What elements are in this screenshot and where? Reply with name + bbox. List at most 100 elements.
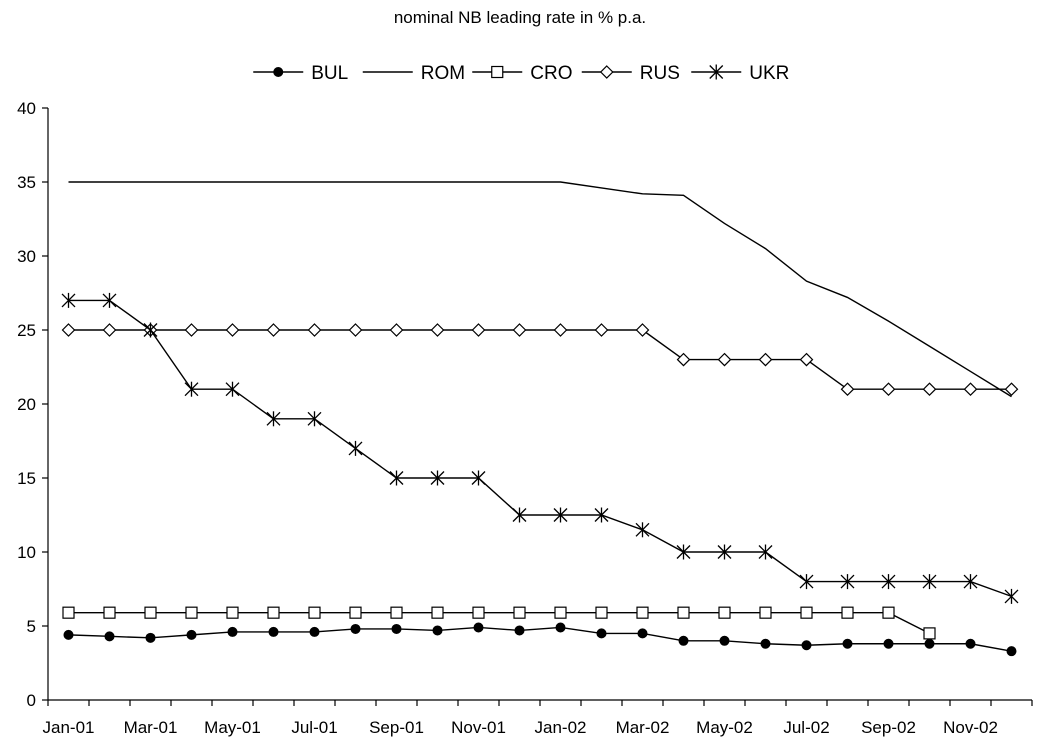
data-point-bul <box>965 638 976 649</box>
data-point-cro <box>226 606 239 619</box>
x-tick-label: May-02 <box>696 718 753 737</box>
legend-label: ROM <box>421 63 465 84</box>
data-point-bul <box>637 628 648 639</box>
data-point-ukr <box>512 507 527 523</box>
data-point-ukr <box>594 507 609 523</box>
data-point-cro <box>882 606 895 619</box>
data-point-bul <box>227 626 238 637</box>
data-point-cro <box>513 606 526 619</box>
data-point-rus <box>881 382 896 397</box>
legend-marker <box>709 64 724 80</box>
data-point-bul <box>391 623 402 634</box>
data-point-rus <box>102 323 117 337</box>
legend-item-cro: CRO <box>472 63 572 84</box>
y-tick-label: 40 <box>17 99 36 118</box>
data-point-bul <box>473 622 484 633</box>
data-point-cro <box>800 606 813 619</box>
data-point-bul <box>555 622 566 633</box>
legend-label: UKR <box>749 63 789 84</box>
x-tick-label: May-01 <box>204 718 261 737</box>
data-point-cro <box>431 606 444 619</box>
data-point-bul <box>719 635 730 646</box>
data-point-rus <box>266 323 281 337</box>
data-point-rus <box>225 323 240 337</box>
data-point-bul <box>883 638 894 649</box>
data-point-rus <box>389 323 404 337</box>
data-point-rus <box>61 323 76 337</box>
data-point-bul <box>801 640 812 651</box>
data-point-bul <box>924 638 935 649</box>
data-point-cro <box>267 606 280 619</box>
data-point-ukr <box>758 544 773 560</box>
legend-label: CRO <box>530 63 572 84</box>
data-point-cro <box>349 606 362 619</box>
data-point-ukr <box>1004 588 1019 604</box>
data-point-rus <box>840 382 855 397</box>
legend-marker <box>491 65 504 79</box>
data-point-bul <box>309 626 320 637</box>
data-point-cro <box>554 606 567 619</box>
y-tick-label: 0 <box>27 691 36 710</box>
data-point-bul <box>842 638 853 649</box>
data-point-bul <box>1006 646 1017 657</box>
series-rus <box>61 323 1019 397</box>
data-point-rus <box>635 323 650 337</box>
data-point-cro <box>759 606 772 619</box>
data-point-cro <box>144 606 157 619</box>
y-tick-label: 35 <box>17 173 36 192</box>
data-point-ukr <box>963 574 978 590</box>
data-point-ukr <box>471 470 486 486</box>
data-point-rus <box>512 323 527 337</box>
series-line-rom <box>68 181 1012 398</box>
legend-marker <box>599 65 614 79</box>
data-point-rus <box>676 352 691 367</box>
legend-item-rus: RUS <box>581 63 680 84</box>
data-point-rus <box>430 323 445 337</box>
data-point-rus <box>717 352 732 367</box>
data-point-ukr <box>307 411 322 427</box>
series-area <box>61 181 1019 657</box>
data-point-cro <box>472 606 485 619</box>
data-point-ukr <box>102 292 117 308</box>
x-tick-label: Jul-01 <box>291 718 337 737</box>
series-line-cro <box>68 611 930 635</box>
data-point-rus <box>348 323 363 337</box>
series-bul <box>63 622 1017 657</box>
chart-title: nominal NB leading rate in % p.a. <box>393 8 647 27</box>
y-tick-label: 30 <box>17 247 36 266</box>
y-tick-label: 15 <box>17 469 36 488</box>
x-tick-label: Mar-01 <box>124 718 178 737</box>
x-tick-label: Nov-02 <box>943 718 998 737</box>
data-point-bul <box>760 638 771 649</box>
data-point-ukr <box>840 574 855 590</box>
data-point-rus <box>758 352 773 367</box>
legend-label: BUL <box>311 63 348 84</box>
data-point-rus <box>471 323 486 337</box>
data-point-cro <box>390 606 403 619</box>
data-point-ukr <box>799 574 814 590</box>
data-point-ukr <box>389 470 404 486</box>
data-point-cro <box>636 606 649 619</box>
series-line-bul <box>68 626 1012 652</box>
series-ukr <box>61 292 1019 604</box>
data-point-rus <box>922 382 937 397</box>
data-point-ukr <box>553 507 568 523</box>
legend-label: RUS <box>640 63 680 84</box>
data-point-bul <box>350 623 361 634</box>
data-point-ukr <box>635 522 650 538</box>
y-tick-label: 25 <box>17 321 36 340</box>
data-point-cro <box>103 606 116 619</box>
data-point-cro <box>595 606 608 619</box>
y-tick-label: 5 <box>27 617 36 636</box>
x-tick-label: Jan-02 <box>535 718 587 737</box>
data-point-cro <box>677 606 690 619</box>
data-point-bul <box>63 629 74 640</box>
data-point-ukr <box>184 381 199 397</box>
x-tick-label: Jan-01 <box>43 718 95 737</box>
y-tick-label: 20 <box>17 395 36 414</box>
x-tick-label: Jul-02 <box>783 718 829 737</box>
data-point-cro <box>308 606 321 619</box>
data-point-rus <box>184 323 199 337</box>
data-point-ukr <box>143 322 158 338</box>
data-point-rus <box>963 382 978 397</box>
